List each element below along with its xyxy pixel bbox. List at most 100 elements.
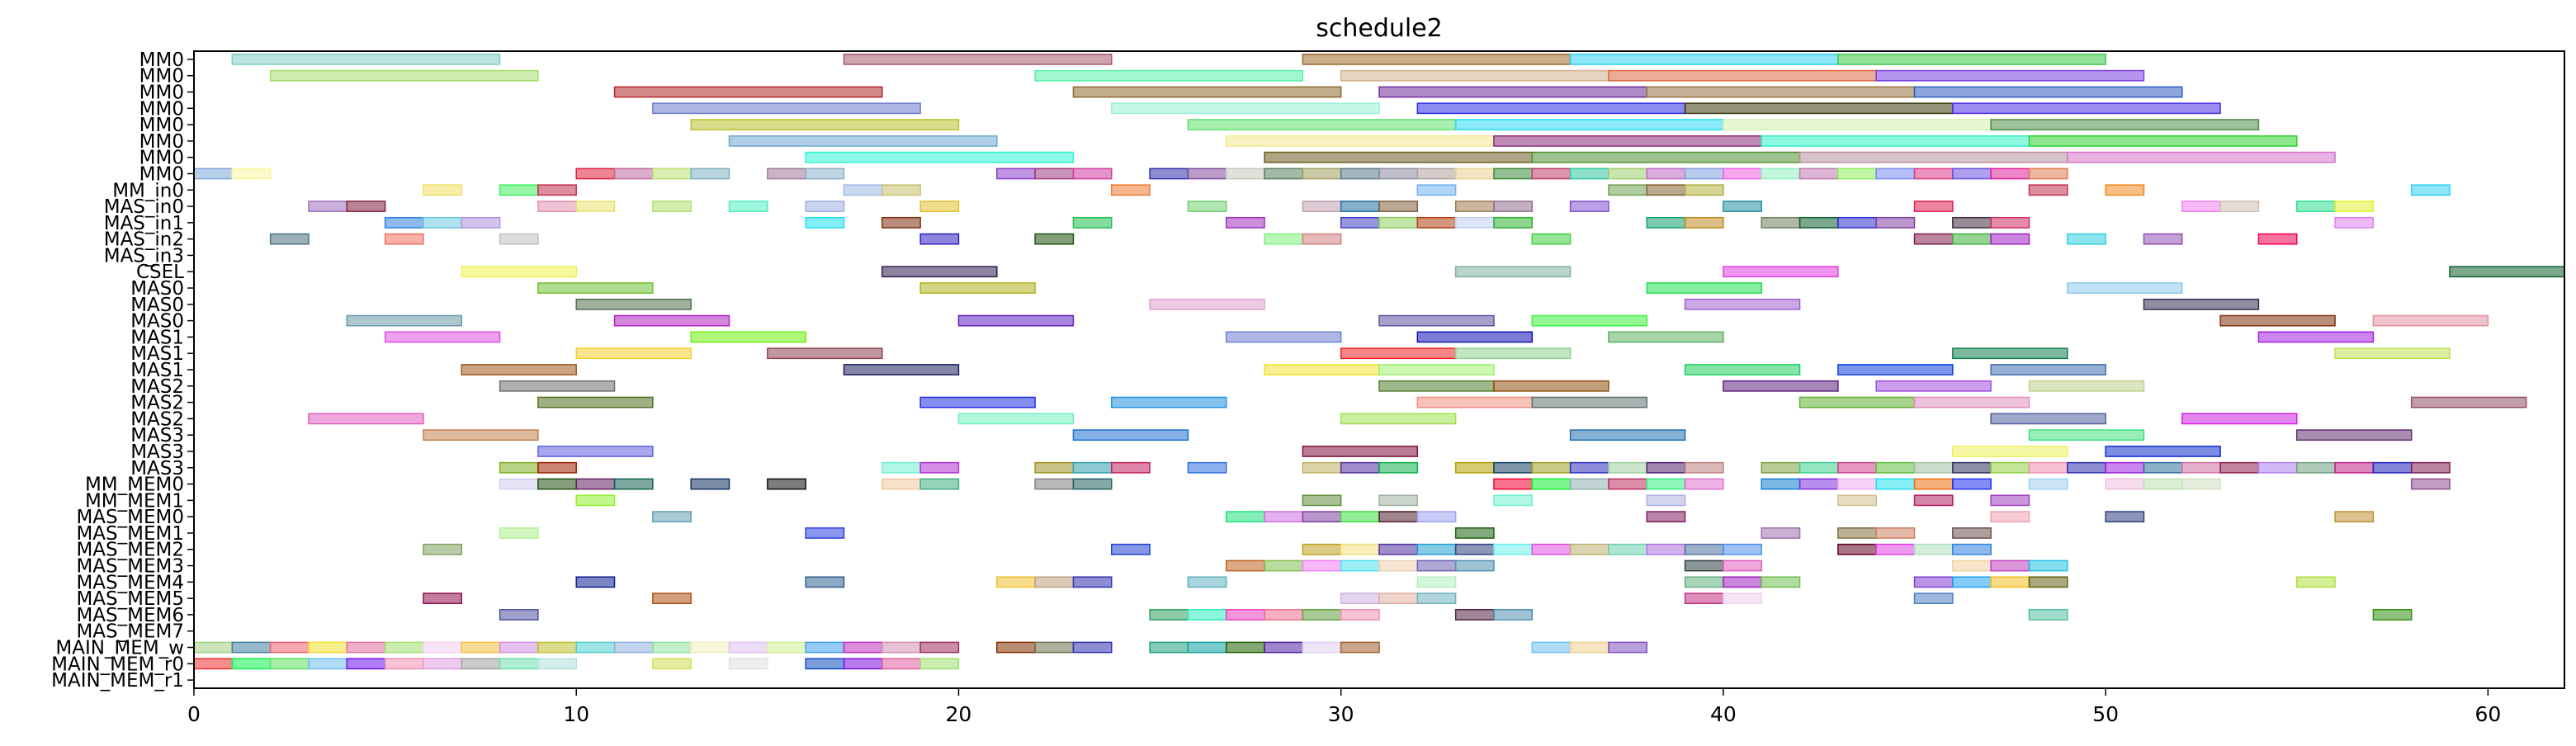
task-bar: [346, 314, 463, 327]
task-bar: [690, 478, 730, 490]
lane-label: MAS0: [130, 311, 184, 333]
task-bar: [1990, 216, 2030, 229]
task-bar: [1340, 69, 1609, 82]
task-bar: [1646, 168, 1686, 180]
task-bar: [882, 266, 998, 278]
task-bar: [1913, 494, 1954, 507]
task-bar: [575, 168, 616, 180]
lane-label: MAS_MEM5: [76, 588, 184, 610]
task-bar: [2372, 609, 2413, 621]
task-bar: [1569, 429, 1686, 441]
task-bar: [1608, 184, 1648, 196]
task-bar: [1990, 119, 2260, 130]
x-tick-label: 10: [563, 702, 589, 726]
task-bar: [1761, 576, 1801, 588]
task-bar: [384, 658, 424, 670]
task-bar: [1072, 86, 1342, 98]
task-bar: [1340, 216, 1380, 229]
task-bar: [1913, 396, 2030, 408]
task-bar: [308, 658, 348, 670]
task-bar: [1952, 478, 1992, 490]
task-bar: [1340, 201, 1380, 212]
task-bar: [2067, 233, 2106, 245]
task-bar: [1034, 478, 1075, 490]
task-bar: [423, 593, 463, 605]
task-bar: [1723, 543, 1762, 555]
task-bar: [2257, 461, 2298, 474]
task-bar: [882, 461, 921, 474]
task-bar: [537, 396, 654, 408]
task-bar: [2295, 201, 2336, 212]
task-bar: [1952, 102, 2221, 115]
task-bar: [805, 576, 845, 588]
task-bar: [882, 184, 921, 196]
lane-label: MAS_MEM3: [76, 556, 184, 578]
task-bar: [1264, 151, 1534, 163]
task-bar: [1837, 543, 1877, 555]
task-bar: [1837, 364, 1954, 375]
task-bar: [1378, 461, 1419, 474]
task-bar: [690, 331, 806, 343]
task-bar: [2334, 511, 2375, 523]
task-bar: [805, 151, 1075, 163]
task-bar: [1034, 233, 1075, 245]
x-tick-label: 60: [2474, 702, 2501, 726]
task-bar: [1454, 609, 1495, 621]
task-bar: [1378, 364, 1495, 375]
task-bar: [1723, 119, 1992, 130]
task-bar: [231, 658, 272, 670]
task-bar: [1837, 461, 1877, 474]
task-bar: [1302, 511, 1342, 523]
task-bar: [1875, 380, 1992, 392]
task-bar: [1034, 69, 1304, 82]
task-bar: [384, 331, 501, 343]
task-bar: [499, 478, 539, 490]
lane-label: MAS3: [130, 458, 184, 479]
task-bar: [728, 658, 768, 670]
task-bar: [1072, 576, 1113, 588]
task-bar: [2028, 461, 2068, 474]
task-bar: [423, 658, 463, 670]
task-bar: [1990, 168, 2030, 180]
task-bar: [499, 658, 539, 670]
task-bar: [1798, 168, 1839, 180]
task-bar: [1684, 168, 1724, 180]
task-bar: [193, 658, 234, 670]
task-bar: [1416, 102, 1686, 115]
task-bar: [1302, 560, 1342, 572]
task-bar: [1952, 446, 2068, 457]
task-bar: [575, 494, 616, 507]
task-bar: [1264, 233, 1304, 245]
task-bar: [1187, 201, 1227, 212]
lane-label: MAIN_MEM_r1: [51, 670, 184, 692]
task-bar: [575, 298, 692, 310]
task-bar: [1608, 641, 1648, 654]
task-bar: [537, 446, 654, 457]
lane-label: MAS_MEM2: [76, 540, 184, 561]
task-bar: [384, 233, 424, 245]
task-bar: [690, 119, 960, 130]
task-bar: [2067, 151, 2336, 163]
task-bar: [1913, 543, 1954, 555]
task-bar: [1225, 511, 1265, 523]
task-bar: [308, 641, 348, 654]
task-bar: [1990, 511, 2030, 523]
task-bar: [1034, 461, 1075, 474]
task-bar: [2028, 560, 2068, 572]
task-bar: [1798, 216, 1839, 229]
task-bar: [1531, 396, 1648, 408]
task-bar: [1684, 593, 1724, 605]
task-bar: [1264, 168, 1304, 180]
task-bar: [1302, 201, 1342, 212]
task-bar: [2143, 478, 2183, 490]
task-bar: [1187, 641, 1227, 654]
task-bar: [805, 201, 845, 212]
task-bar: [2028, 576, 2068, 588]
task-bar: [1378, 86, 1648, 98]
task-bar: [2181, 413, 2298, 425]
task-bar: [1187, 609, 1227, 621]
task-bar: [2028, 380, 2145, 392]
lane-label: MM0: [139, 115, 184, 136]
task-bar: [2295, 461, 2336, 474]
